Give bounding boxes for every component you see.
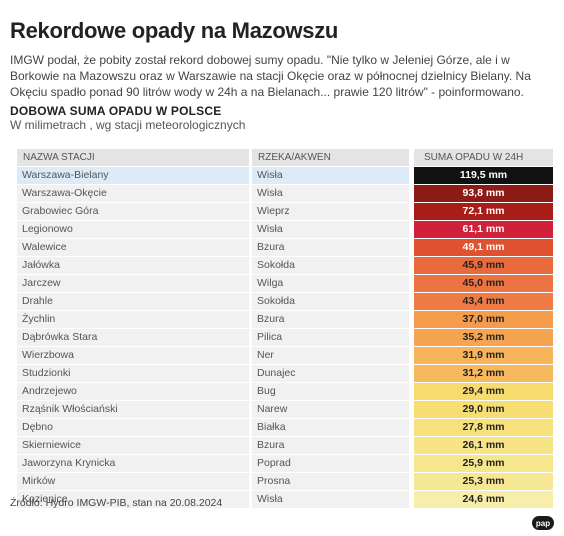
table-row: Skierniewice Bzura 26,1 mm [17, 437, 553, 454]
station-name-cell: Skierniewice [17, 437, 249, 454]
river-cell: Białka [252, 419, 409, 436]
river-cell: Wisła [252, 221, 409, 238]
precipitation-value-cell: 61,1 mm [414, 221, 553, 238]
table-row: Drahle Sokołda 43,4 mm [17, 293, 553, 310]
precipitation-value-cell: 29,4 mm [414, 383, 553, 400]
river-cell: Pilica [252, 329, 409, 346]
column-header-precipitation: SUMA OPADU W 24H [414, 149, 553, 166]
station-name-cell: Warszawa-Bielany [17, 167, 249, 184]
precipitation-value-cell: 35,2 mm [414, 329, 553, 346]
table-row: Legionowo Wisła 61,1 mm [17, 221, 553, 238]
precipitation-value-cell: 72,1 mm [414, 203, 553, 220]
precipitation-table: NAZWA STACJI RZEKA/AKWEN SUMA OPADU W 24… [17, 149, 553, 509]
precipitation-value-cell: 37,0 mm [414, 311, 553, 328]
river-cell: Wisła [252, 491, 409, 508]
table-row: Grabowiec Góra Wieprz 72,1 mm [17, 203, 553, 220]
table-row: Jaworzyna Krynicka Poprad 25,9 mm [17, 455, 553, 472]
table-body: Warszawa-Bielany Wisła 119,5 mm Warszawa-Ok… [17, 167, 553, 508]
table-row: Żychlin Bzura 37,0 mm [17, 311, 553, 328]
river-cell: Wisła [252, 167, 409, 184]
precipitation-value-cell: 31,9 mm [414, 347, 553, 364]
table-row: Mirków Prosna 25,3 mm [17, 473, 553, 490]
station-name-cell: Drahle [17, 293, 249, 310]
table-row: Dębno Białka 27,8 mm [17, 419, 553, 436]
river-cell: Sokołda [252, 293, 409, 310]
table-row: Warszawa-Bielany Wisła 119,5 mm [17, 167, 553, 184]
table-row: Rząśnik Włościański Narew 29,0 mm [17, 401, 553, 418]
river-cell: Sokołda [252, 257, 409, 274]
river-cell: Bzura [252, 239, 409, 256]
station-name-cell: Kozienice [17, 491, 249, 508]
station-name-cell: Żychlin [17, 311, 249, 328]
page-title: Rekordowe opady na Mazowszu [10, 18, 339, 43]
station-name-cell: Walewice [17, 239, 249, 256]
station-name-cell: Mirków [17, 473, 249, 490]
station-name-cell: Andrzejewo [17, 383, 249, 400]
station-name-cell: Studzionki [17, 365, 249, 382]
table-row: Studzionki Dunajec 31,2 mm [17, 365, 553, 382]
column-header-station: NAZWA STACJI [17, 149, 249, 166]
unit-note: W milimetrach , wg stacji meteorologiczn… [10, 118, 246, 132]
precipitation-value-cell: 93,8 mm [414, 185, 553, 202]
station-name-cell: Dąbrówka Stara [17, 329, 249, 346]
precipitation-value-cell: 25,3 mm [414, 473, 553, 490]
table-subtitle: DOBOWA SUMA OPADU W POLSCE [10, 104, 222, 118]
table-row: Jałówka Sokołda 45,9 mm [17, 257, 553, 274]
lead-paragraph: IMGW podał, że pobity został rekord dobo… [10, 53, 531, 99]
station-name-cell: Legionowo [17, 221, 249, 238]
station-name-cell: Warszawa-Okęcie [17, 185, 249, 202]
station-name-cell: Rząśnik Włościański [17, 401, 249, 418]
river-cell: Narew [252, 401, 409, 418]
precipitation-value-cell: 27,8 mm [414, 419, 553, 436]
pap-logo: pap [532, 516, 554, 530]
table-row: Andrzejewo Bug 29,4 mm [17, 383, 553, 400]
table-row: Warszawa-Okęcie Wisła 93,8 mm [17, 185, 553, 202]
precipitation-value-cell: 26,1 mm [414, 437, 553, 454]
precipitation-value-cell: 24,6 mm [414, 491, 553, 508]
table-row: Wierzbowa Ner 31,9 mm [17, 347, 553, 364]
station-name-cell: Grabowiec Góra [17, 203, 249, 220]
station-name-cell: Jaworzyna Krynicka [17, 455, 249, 472]
river-cell: Bug [252, 383, 409, 400]
river-cell: Wilga [252, 275, 409, 292]
river-cell: Wieprz [252, 203, 409, 220]
river-cell: Ner [252, 347, 409, 364]
river-cell: Bzura [252, 311, 409, 328]
svg-text:pap: pap [536, 519, 550, 528]
river-cell: Bzura [252, 437, 409, 454]
precipitation-value-cell: 29,0 mm [414, 401, 553, 418]
river-cell: Poprad [252, 455, 409, 472]
precipitation-value-cell: 43,4 mm [414, 293, 553, 310]
river-cell: Wisła [252, 185, 409, 202]
table-row: Jarczew Wilga 45,0 mm [17, 275, 553, 292]
column-header-river: RZEKA/AKWEN [252, 149, 409, 166]
station-name-cell: Jałówka [17, 257, 249, 274]
table-row: Walewice Bzura 49,1 mm [17, 239, 553, 256]
precipitation-value-cell: 45,9 mm [414, 257, 553, 274]
precipitation-value-cell: 45,0 mm [414, 275, 553, 292]
precipitation-value-cell: 25,9 mm [414, 455, 553, 472]
precipitation-value-cell: 31,2 mm [414, 365, 553, 382]
precipitation-value-cell: 119,5 mm [414, 167, 553, 184]
station-name-cell: Dębno [17, 419, 249, 436]
station-name-cell: Jarczew [17, 275, 249, 292]
river-cell: Prosna [252, 473, 409, 490]
river-cell: Dunajec [252, 365, 409, 382]
precipitation-value-cell: 49,1 mm [414, 239, 553, 256]
table-row: Kozienice Wisła 24,6 mm [17, 491, 553, 508]
table-header: NAZWA STACJI RZEKA/AKWEN SUMA OPADU W 24… [17, 149, 553, 166]
table-row: Dąbrówka Stara Pilica 35,2 mm [17, 329, 553, 346]
source-note: Źródło: Hydro IMGW-PIB, stan na 20.08.20… [10, 497, 223, 509]
station-name-cell: Wierzbowa [17, 347, 249, 364]
